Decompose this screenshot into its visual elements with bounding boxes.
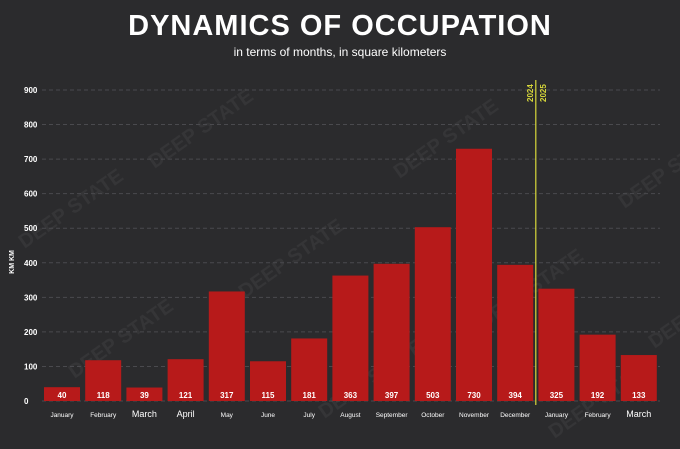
y-tick-label: 800 <box>24 121 38 130</box>
bar-value-label: 397 <box>385 391 399 400</box>
year-label-2025: 2025 <box>539 84 548 102</box>
bar <box>167 359 204 401</box>
x-tick-label: March <box>132 409 157 419</box>
bar <box>85 360 122 401</box>
x-tick-label: December <box>500 412 531 419</box>
x-tick-label: February <box>90 412 117 419</box>
bar-value-label: 394 <box>509 391 523 400</box>
bar <box>579 334 616 401</box>
y-tick-label: 200 <box>24 328 38 337</box>
bar <box>538 288 575 401</box>
x-tick-label: March <box>626 409 651 419</box>
bar-value-label: 325 <box>550 391 564 400</box>
x-tick-label: September <box>376 412 409 419</box>
bar <box>126 387 163 401</box>
x-tick-label: February <box>585 412 612 419</box>
x-tick-label: November <box>459 412 490 419</box>
bar-value-label: 39 <box>140 391 149 400</box>
bar-value-label: 730 <box>467 391 481 400</box>
x-tick-label: January <box>50 412 74 419</box>
bar-value-label: 121 <box>179 391 193 400</box>
y-tick-label: 300 <box>24 293 38 302</box>
x-tick-label: August <box>340 412 360 419</box>
bar-value-label: 181 <box>303 391 317 400</box>
y-axis-label: KM KM <box>9 250 16 274</box>
y-tick-label: 900 <box>24 86 38 95</box>
x-tick-label: April <box>177 409 195 419</box>
y-tick-label: 500 <box>24 224 38 233</box>
bar <box>291 338 328 401</box>
bar-value-label: 115 <box>262 391 275 400</box>
bar <box>373 263 410 401</box>
bar <box>44 387 80 401</box>
bar <box>332 275 369 401</box>
bar-value-label: 317 <box>220 391 234 400</box>
y-tick-label: 0 <box>24 397 29 406</box>
y-tick-label: 600 <box>24 190 38 199</box>
bar <box>456 148 492 401</box>
bar <box>497 264 534 401</box>
x-tick-label: July <box>303 412 315 419</box>
bar-value-label: 40 <box>58 391 67 400</box>
x-tick-label: October <box>421 412 445 419</box>
bar-value-label: 192 <box>591 391 605 400</box>
y-tick-label: 700 <box>24 155 38 164</box>
x-tick-label: June <box>261 412 275 419</box>
bar-value-label: 503 <box>426 391 440 400</box>
bar <box>250 361 286 401</box>
y-tick-label: 100 <box>24 362 38 371</box>
year-label-2024: 2024 <box>526 84 535 102</box>
bar <box>620 355 657 401</box>
chart-title: DYNAMICS OF OCCUPATION <box>128 10 552 42</box>
x-tick-label: January <box>545 412 569 419</box>
x-tick-label: May <box>221 412 234 419</box>
bar <box>208 291 245 401</box>
bar-value-label: 133 <box>632 391 646 400</box>
bar-value-label: 363 <box>344 391 358 400</box>
chart-subtitle: in terms of months, in square kilometers <box>233 45 447 59</box>
bar <box>414 227 451 401</box>
y-tick-label: 400 <box>24 259 38 268</box>
bar-value-label: 118 <box>97 391 110 400</box>
